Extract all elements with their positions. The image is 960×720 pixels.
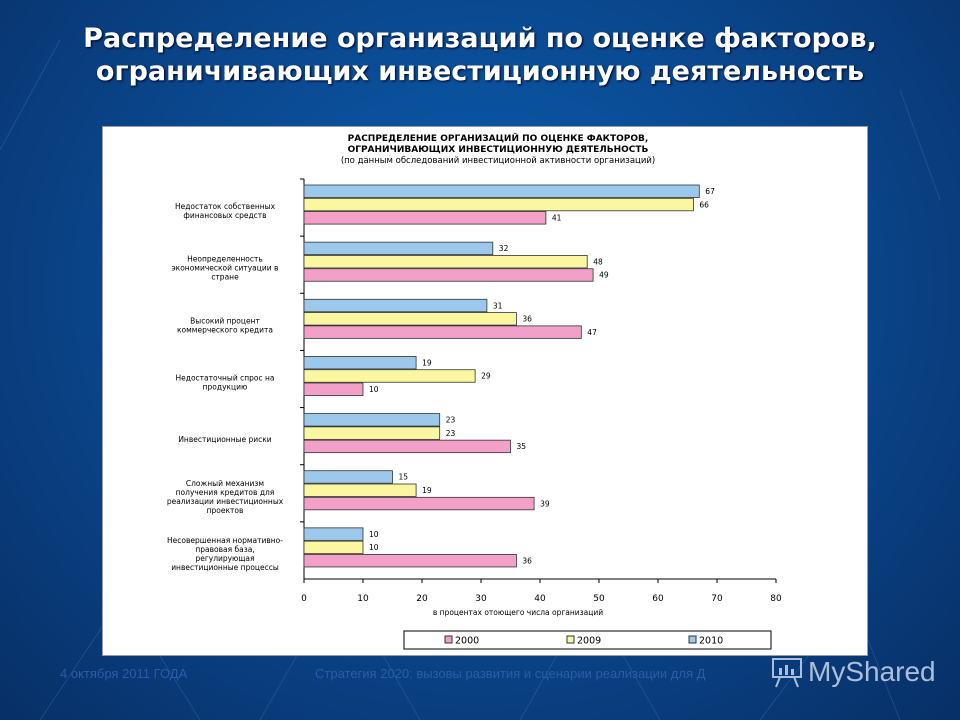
legend-label-2010: 2010 bbox=[699, 636, 723, 647]
data-label-2000: 49 bbox=[599, 271, 609, 280]
data-label-2000: 36 bbox=[522, 556, 532, 565]
data-label-2009: 36 bbox=[522, 315, 532, 324]
slide-title: Распределение организаций по оценке факт… bbox=[83, 23, 877, 87]
category-label: коммерческого кредита bbox=[177, 325, 273, 334]
x-tick-label: 70 bbox=[711, 594, 723, 604]
bar-2000 bbox=[303, 325, 582, 339]
bar-2000 bbox=[303, 268, 594, 282]
category-label: проектов bbox=[207, 506, 244, 515]
legend-label-2009: 2009 bbox=[577, 636, 601, 647]
category-label: получения кредитов для bbox=[176, 488, 275, 497]
x-tick-label: 50 bbox=[593, 594, 605, 604]
bar-2000 bbox=[303, 496, 535, 511]
bar-2000 bbox=[303, 439, 511, 454]
bar-2010 bbox=[303, 241, 494, 256]
data-label-2000: 41 bbox=[552, 214, 562, 223]
legend-swatch-2009 bbox=[566, 635, 575, 644]
data-label-2009: 10 bbox=[369, 543, 379, 552]
data-label-2010: 10 bbox=[369, 530, 379, 539]
data-label-2010: 19 bbox=[422, 358, 432, 367]
category-label: Инвестиционные риски bbox=[178, 435, 271, 444]
x-tick-label: 40 bbox=[534, 594, 546, 604]
watermark: MyShared bbox=[770, 655, 936, 689]
category-label: Недостаток собственных bbox=[175, 202, 276, 211]
category-label: экономической ситуации в bbox=[172, 264, 279, 273]
data-label-2009: 48 bbox=[593, 257, 603, 266]
data-label-2000: 10 bbox=[369, 385, 379, 394]
data-label-2010: 67 bbox=[705, 187, 715, 196]
bar-2010 bbox=[303, 298, 488, 313]
footer-text: Стратегия 2020: вызовы развития и сценар… bbox=[315, 666, 706, 681]
data-label-2009: 66 bbox=[699, 200, 709, 209]
x-tick-label: 80 bbox=[770, 594, 782, 604]
x-tick-label: 30 bbox=[475, 594, 487, 604]
x-tick-label: 0 bbox=[301, 594, 307, 604]
data-label-2010: 32 bbox=[499, 244, 509, 253]
data-label-2010: 31 bbox=[493, 301, 503, 310]
x-tick-label: 10 bbox=[357, 594, 369, 604]
bar-2000 bbox=[303, 554, 517, 568]
category-label: финансовых средств bbox=[183, 211, 266, 220]
bar-2009 bbox=[303, 426, 441, 440]
category-label: Сложный механизм bbox=[186, 479, 264, 488]
data-label-2010: 15 bbox=[399, 473, 409, 482]
category-label: реализации инвестиционных bbox=[167, 497, 284, 506]
data-label-2010: 23 bbox=[446, 416, 456, 425]
bar-2009 bbox=[303, 540, 364, 555]
presentation-icon bbox=[772, 658, 802, 688]
bar-chart: РАСПРЕДЕЛЕНИЕ ОРГАНИЗАЦИЙ ПО ОЦЕНКЕ ФАКТ… bbox=[167, 132, 782, 650]
data-label-2000: 39 bbox=[540, 499, 550, 508]
chart-title-line1: РАСПРЕДЕЛЕНИЕ ОРГАНИЗАЦИЙ ПО ОЦЕНКЕ ФАКТ… bbox=[348, 132, 649, 144]
data-label-2009: 29 bbox=[481, 372, 491, 381]
bar-2010 bbox=[303, 184, 700, 198]
bar-2010 bbox=[303, 527, 364, 541]
category-label: регулирующая bbox=[195, 554, 254, 563]
category-label: продукцию bbox=[203, 383, 248, 392]
x-axis-label: в процентах отоющего числа организаций bbox=[433, 608, 603, 617]
bar-2009 bbox=[303, 312, 517, 326]
data-label-2000: 47 bbox=[587, 328, 597, 337]
data-label-2000: 35 bbox=[517, 442, 527, 451]
category-label: инвестиционные процессы bbox=[171, 563, 279, 572]
chart-title-line2: ОГРАНИЧИВАЮЩИХ ИНВЕСТИЦИОННУЮ ДЕЯТЕЛЬНОС… bbox=[348, 145, 649, 155]
legend-swatch-2010 bbox=[688, 635, 697, 644]
x-tick-label: 20 bbox=[416, 594, 428, 604]
category-label: правовая база, bbox=[195, 545, 254, 554]
category-label: Несовершенная нормативно- bbox=[167, 536, 283, 545]
bar-2009 bbox=[303, 369, 476, 383]
category-label: Неопределенность bbox=[187, 255, 263, 264]
bar-2010 bbox=[303, 356, 417, 370]
chart-subtitle: (по данным обследований инвестиционной а… bbox=[341, 156, 655, 166]
bar-2010 bbox=[303, 413, 441, 427]
category-label: Недостаточный спрос на bbox=[176, 374, 275, 383]
legend bbox=[403, 630, 772, 650]
bar-2000 bbox=[303, 211, 547, 225]
bar-2009 bbox=[303, 197, 694, 212]
category-label: стране bbox=[211, 273, 239, 282]
watermark-text: MyShared bbox=[808, 656, 936, 687]
category-label: Высокий процент bbox=[190, 316, 260, 325]
x-tick-label: 60 bbox=[652, 594, 664, 604]
bar-2009 bbox=[303, 255, 588, 269]
chart-image: РАСПРЕДЕЛЕНИЕ ОРГАНИЗАЦИЙ ПО ОЦЕНКЕ ФАКТ… bbox=[102, 126, 868, 656]
legend-label-2000: 2000 bbox=[455, 636, 479, 647]
footer-date: 4 октября 2011 ГОДА bbox=[60, 666, 188, 681]
data-label-2009: 19 bbox=[422, 486, 432, 495]
bar-2009 bbox=[303, 483, 417, 497]
legend-swatch-2000 bbox=[444, 635, 453, 644]
data-label-2009: 23 bbox=[446, 429, 456, 438]
bar-2000 bbox=[303, 382, 364, 396]
bar-2010 bbox=[303, 470, 393, 484]
